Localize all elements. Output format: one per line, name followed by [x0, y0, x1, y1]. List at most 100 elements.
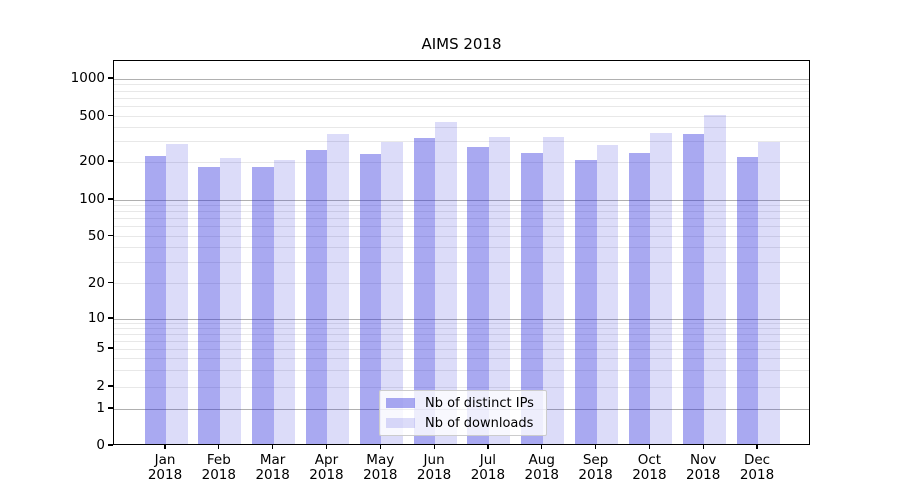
legend-swatch-downloads — [386, 418, 415, 428]
x-tick-label-dec: Dec 2018 — [739, 452, 775, 483]
x-tick-mark-dec — [756, 445, 758, 449]
y-tick-mark-20 — [108, 281, 113, 284]
x-tick-label-jan: Jan 2018 — [147, 452, 183, 483]
minor-gridline-800 — [114, 90, 809, 92]
bar-aug-distinct-ips — [521, 153, 543, 444]
x-tick-mark-oct — [648, 445, 650, 449]
bar-sep-downloads — [596, 145, 619, 444]
y-tick-mark-100 — [108, 198, 113, 200]
plot-area — [113, 60, 810, 445]
minor-gridline-900 — [114, 84, 809, 86]
minor-gridline-5 — [114, 348, 809, 350]
x-tick-mark-feb — [218, 445, 220, 449]
y-tick-label-1: 1 — [96, 400, 105, 416]
bar-dec-downloads — [758, 141, 780, 444]
bar-jan-distinct-ips — [144, 155, 166, 444]
x-tick-mark-sep — [594, 445, 597, 449]
minor-gridline-50 — [114, 236, 809, 237]
minor-gridline-7 — [114, 333, 809, 335]
y-tick-mark-0 — [108, 444, 113, 446]
x-tick-mark-jan — [164, 445, 166, 449]
minor-gridline-4 — [114, 357, 809, 359]
chart-title: AIMS 2018 — [421, 35, 502, 53]
bar-mar-distinct-ips — [252, 167, 274, 444]
x-tick-label-aug: Aug 2018 — [524, 452, 559, 483]
bar-feb-downloads — [219, 157, 242, 444]
x-tick-label-oct: Oct 2018 — [632, 452, 667, 483]
minor-gridline-20 — [114, 283, 809, 284]
bar-jul-distinct-ips — [467, 147, 489, 444]
y-tick-label-20: 20 — [87, 274, 105, 291]
x-tick-mark-aug — [541, 445, 543, 449]
legend-row-downloads: Nb of downloads — [386, 415, 540, 431]
minor-gridline-9 — [114, 323, 809, 325]
legend-label-distinct-ips: Nb of distinct IPs — [425, 395, 534, 411]
minor-gridline-6 — [114, 340, 809, 342]
x-tick-label-jul: Jul 2018 — [470, 452, 506, 483]
y-tick-mark-200 — [108, 160, 113, 162]
major-gridline-1000 — [114, 78, 809, 80]
x-tick-label-may: May 2018 — [363, 452, 398, 483]
minor-gridline-3 — [114, 369, 809, 371]
x-tick-mark-mar — [272, 445, 274, 449]
minor-gridline-700 — [114, 97, 809, 99]
y-tick-label-200: 200 — [79, 153, 105, 169]
x-tick-label-jun: Jun 2018 — [416, 452, 452, 483]
bar-oct-distinct-ips — [628, 153, 651, 444]
y-tick-label-100: 100 — [79, 191, 105, 207]
minor-gridline-600 — [114, 106, 809, 108]
y-tick-mark-2 — [108, 385, 113, 387]
legend-row-distinct-ips: Nb of distinct IPs — [386, 395, 540, 411]
legend: Nb of distinct IPs Nb of downloads — [379, 390, 547, 436]
bar-aug-downloads — [542, 136, 565, 444]
y-tick-label-10: 10 — [87, 310, 105, 326]
x-tick-label-mar: Mar 2018 — [255, 452, 290, 483]
x-tick-label-apr: Apr 2018 — [309, 452, 344, 483]
bar-jan-downloads — [166, 144, 188, 444]
minor-gridline-60 — [114, 226, 809, 228]
y-tick-mark-10 — [108, 317, 113, 319]
bar-jun-downloads — [435, 122, 457, 444]
minor-gridline-80 — [114, 211, 809, 213]
bar-mar-downloads — [273, 159, 296, 444]
bar-jul-downloads — [488, 136, 511, 444]
x-tick-mark-jul — [487, 445, 489, 449]
major-gridline-100 — [114, 199, 809, 201]
y-tick-label-50: 50 — [87, 227, 105, 244]
minor-gridline-400 — [114, 127, 809, 129]
x-tick-mark-may — [379, 445, 381, 449]
x-tick-label-sep: Sep 2018 — [578, 452, 613, 483]
bar-apr-distinct-ips — [305, 149, 328, 444]
bar-may-distinct-ips — [359, 154, 382, 444]
y-tick-label-500: 500 — [79, 107, 105, 124]
minor-gridline-200 — [114, 161, 809, 163]
x-tick-mark-apr — [325, 445, 328, 449]
y-tick-mark-1 — [108, 407, 113, 409]
legend-label-downloads: Nb of downloads — [425, 415, 534, 431]
bar-sep-distinct-ips — [575, 160, 597, 444]
minor-gridline-2 — [114, 386, 809, 388]
legend-swatch-distinct-ips — [386, 398, 415, 408]
minor-gridline-70 — [114, 218, 809, 220]
y-tick-label-2: 2 — [96, 378, 105, 394]
y-tick-label-5: 5 — [96, 340, 105, 356]
bar-nov-downloads — [704, 114, 726, 444]
x-tick-mark-nov — [702, 445, 704, 449]
bar-feb-distinct-ips — [198, 167, 220, 444]
y-tick-mark-5 — [108, 347, 113, 349]
bar-dec-distinct-ips — [736, 156, 759, 444]
bar-jun-distinct-ips — [413, 137, 436, 444]
bar-oct-downloads — [650, 132, 672, 444]
x-tick-label-feb: Feb 2018 — [201, 452, 236, 483]
major-gridline-10 — [114, 318, 809, 320]
y-tick-label-0: 0 — [96, 437, 105, 453]
y-tick-mark-50 — [108, 234, 113, 237]
y-tick-mark-1000 — [108, 77, 113, 79]
minor-gridline-40 — [114, 247, 809, 249]
x-tick-label-nov: Nov 2018 — [686, 452, 721, 483]
minor-gridline-300 — [114, 141, 809, 143]
bar-apr-downloads — [327, 133, 349, 444]
minor-gridline-500 — [114, 116, 809, 117]
y-tick-label-1000: 1000 — [70, 70, 105, 86]
